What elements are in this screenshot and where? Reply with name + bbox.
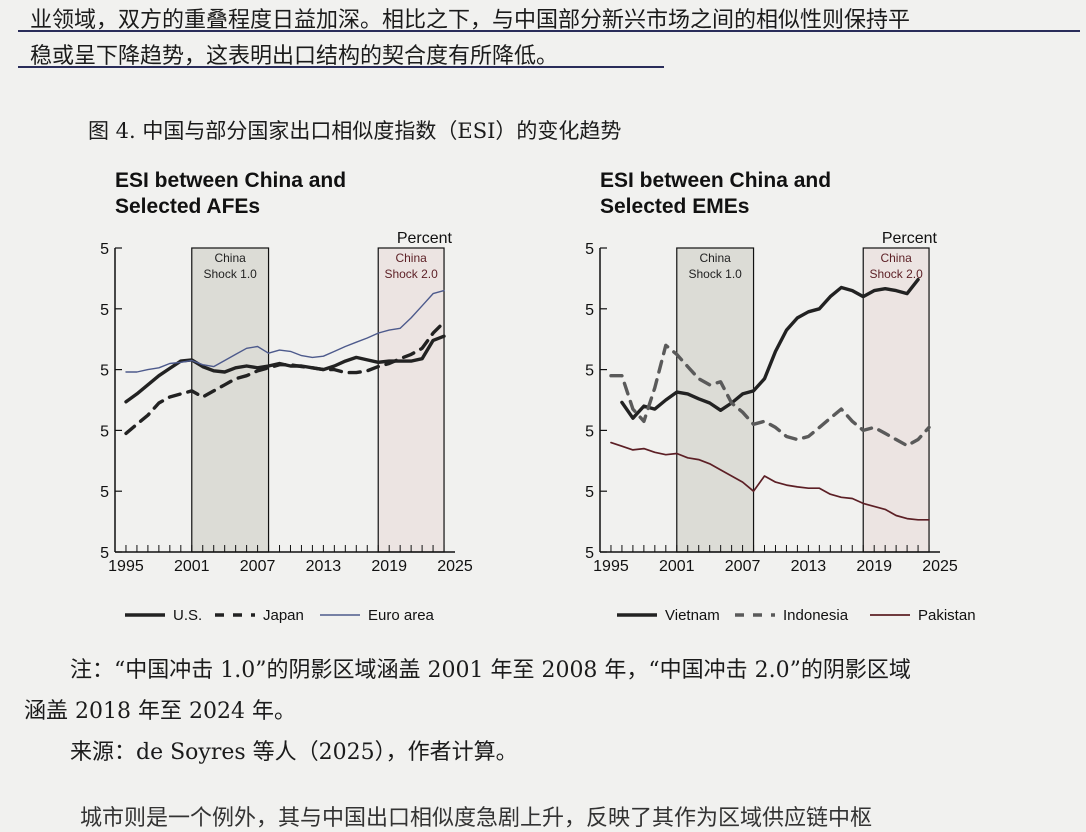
- x-tick-label: 2025: [922, 558, 958, 575]
- chart-title-line-1: ESI between China and: [600, 169, 831, 192]
- top-paragraph-line-1: 业领域，双方的重叠程度日益加深。相比之下，与中国部分新兴市场之间的相似性则保持平: [30, 8, 911, 33]
- x-tick-label: 2013: [306, 558, 342, 575]
- y-tick-label: 35: [585, 423, 594, 440]
- shaded-label-line-2: Shock 1.0: [688, 267, 742, 281]
- y-tick-label: 65: [100, 241, 109, 258]
- y-tick-label: 35: [100, 423, 109, 440]
- x-tick-label: 2007: [725, 558, 761, 575]
- legend-label: Vietnam: [665, 607, 720, 624]
- series-line-indonesia: [609, 343, 931, 448]
- note-line-1: 注：“中国冲击 1.0”的阴影区域涵盖 2001 年至 2008 年，“中国冲击…: [70, 658, 911, 683]
- x-tick-label: 2001: [174, 558, 210, 575]
- chart-svg: ESI between China and Selected EMEs China S…: [576, 169, 976, 624]
- legend-label: Euro area: [368, 607, 435, 624]
- legend-label: U.S.: [173, 607, 202, 624]
- chart-afes: ESI between China and Selected AFEs China S…: [91, 160, 500, 630]
- series-line-euro-area: [125, 289, 445, 373]
- chart-title-line-1: ESI between China and: [115, 169, 346, 192]
- y-tick-label: 55: [585, 302, 594, 319]
- legend-label: Japan: [263, 607, 304, 624]
- chart-emes: ESI between China and Selected EMEs China S…: [576, 160, 1005, 630]
- shaded-region-2: [862, 247, 930, 553]
- shaded-region-1: [191, 247, 270, 553]
- shaded-label-line-2: Shock 1.0: [203, 267, 257, 281]
- note-line-2: 涵盖 2018 年至 2024 年。: [24, 699, 296, 724]
- legend-label: Pakistan: [918, 607, 976, 624]
- shaded-label-line-1: China: [699, 251, 731, 265]
- handwritten-underline-2: [18, 66, 664, 68]
- chart-title-line-2: Selected AFEs: [115, 195, 260, 218]
- series-line-vietnam: [620, 277, 920, 420]
- y-tick-label: 45: [585, 363, 594, 380]
- handwritten-underline-1: [18, 30, 1080, 32]
- series-line-japan: [124, 320, 446, 436]
- top-paragraph-line-2: 稳或呈下降趋势，这表明出口结构的契合度有所降低。: [30, 44, 559, 69]
- chart-title-line-2: Selected EMEs: [600, 195, 749, 218]
- shaded-label-line-1: China: [880, 251, 912, 265]
- y-tick-label: 25: [585, 484, 594, 501]
- y-tick-label: 25: [100, 484, 109, 501]
- shaded-region-1: [676, 247, 755, 553]
- x-tick-label: 2025: [437, 558, 473, 575]
- shaded-label-line-1: China: [214, 251, 246, 265]
- x-tick-label: 1995: [108, 558, 144, 575]
- shaded-label-line-2: Shock 2.0: [869, 267, 923, 281]
- y-axis-label: Percent: [397, 230, 453, 247]
- x-tick-label: 2019: [856, 558, 892, 575]
- x-tick-label: 2001: [659, 558, 695, 575]
- source-line: 来源：de Soyres 等人（2025），作者计算。: [70, 740, 518, 765]
- figure-title: 图 4. 中国与部分国家出口相似度指数（ESI）的变化趋势: [88, 119, 622, 143]
- y-axis-label: Percent: [882, 230, 938, 247]
- y-tick-label: 55: [100, 302, 109, 319]
- chart-svg: ESI between China and Selected AFEs China S…: [91, 169, 473, 624]
- shaded-label-line-2: Shock 2.0: [384, 267, 438, 281]
- shaded-label-line-1: China: [395, 251, 427, 265]
- y-tick-label: 65: [585, 241, 594, 258]
- x-tick-label: 2007: [240, 558, 276, 575]
- x-tick-label: 1995: [593, 558, 629, 575]
- x-tick-label: 2019: [371, 558, 407, 575]
- y-tick-label: 45: [100, 363, 109, 380]
- series-line-pakistan: [610, 441, 930, 521]
- bottom-paragraph-line: 城市则是一个例外，其与中国出口相似度急剧上升，反映了其作为区域供应链中枢: [80, 806, 873, 831]
- x-tick-label: 2013: [791, 558, 827, 575]
- legend-label: Indonesia: [783, 607, 849, 624]
